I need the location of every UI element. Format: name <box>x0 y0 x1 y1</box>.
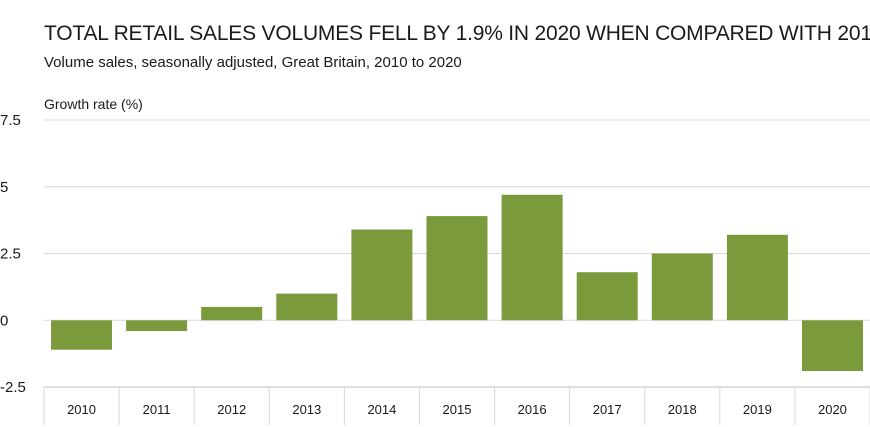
x-tick-label: 2012 <box>217 402 246 417</box>
y-tick-label: 2.5 <box>0 246 21 263</box>
y-tick-label: 0 <box>0 312 8 329</box>
bar-2011 <box>126 320 188 331</box>
bar-2016 <box>501 194 563 321</box>
bars <box>51 194 863 371</box>
y-axis-ticks: 7.5 5 2.5 0 -2.5 <box>0 112 26 396</box>
bar-2018 <box>651 253 713 321</box>
bar-2019 <box>726 234 788 321</box>
bar-2014 <box>351 229 413 321</box>
bar-2012 <box>201 306 263 321</box>
bar-2013 <box>276 293 338 321</box>
chart-title: TOTAL RETAIL SALES VOLUMES FELL BY 1.9% … <box>44 22 870 45</box>
x-tick-label: 2014 <box>367 402 396 417</box>
y-tick-label: 5 <box>0 179 8 196</box>
x-tick-label: 2015 <box>443 402 472 417</box>
y-tick-label: 7.5 <box>0 112 21 129</box>
y-axis-label: Growth rate (%) <box>44 96 143 112</box>
x-axis-ticks: 2010 2011 2012 2013 2014 2015 2016 2017 2018 2019… <box>67 402 847 417</box>
bar-2015 <box>426 216 488 321</box>
x-tick-label: 2019 <box>743 402 772 417</box>
x-tick-label: 2020 <box>818 402 847 417</box>
y-tick-label: -2.5 <box>0 379 26 396</box>
x-tick-label: 2016 <box>518 402 547 417</box>
x-tick-label: 2013 <box>292 402 321 417</box>
x-tick-label: 2010 <box>67 402 96 417</box>
x-tick-label: 2018 <box>668 402 697 417</box>
x-tick-label: 2011 <box>143 402 171 417</box>
bar-2017 <box>576 272 638 321</box>
x-tick-label: 2017 <box>593 402 622 417</box>
chart-subtitle: Volume sales, seasonally adjusted, Great… <box>44 54 462 71</box>
x-axis <box>43 386 870 425</box>
bar-2010 <box>51 320 112 350</box>
bar-2020 <box>802 320 863 371</box>
